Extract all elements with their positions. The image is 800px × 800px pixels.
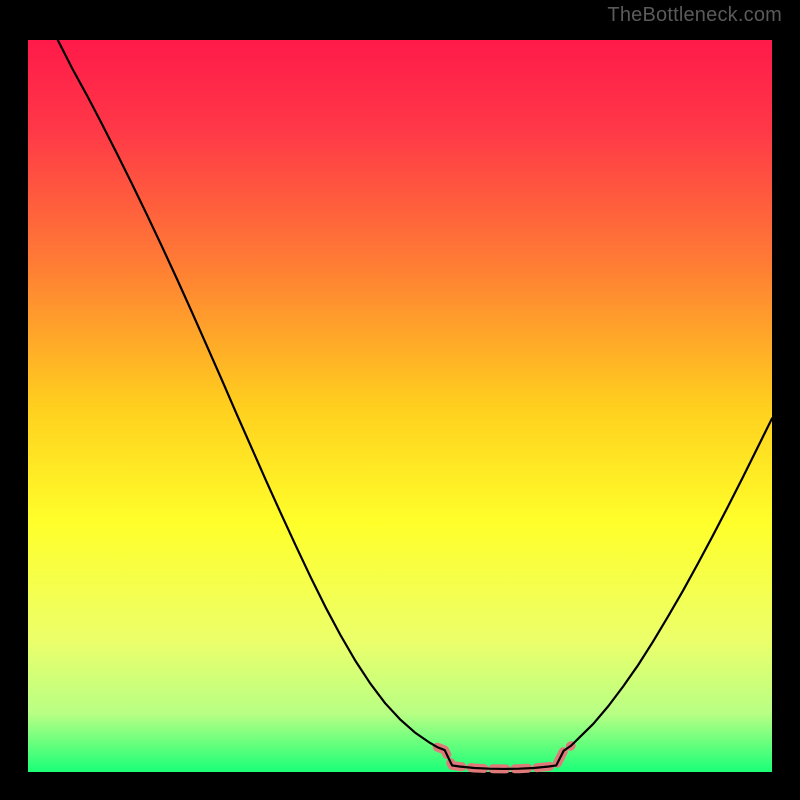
chart-svg xyxy=(0,0,800,800)
watermark-label: TheBottleneck.com xyxy=(607,4,782,27)
chart-plot-area xyxy=(28,40,772,772)
chart-container: TheBottleneck.com xyxy=(0,0,800,800)
